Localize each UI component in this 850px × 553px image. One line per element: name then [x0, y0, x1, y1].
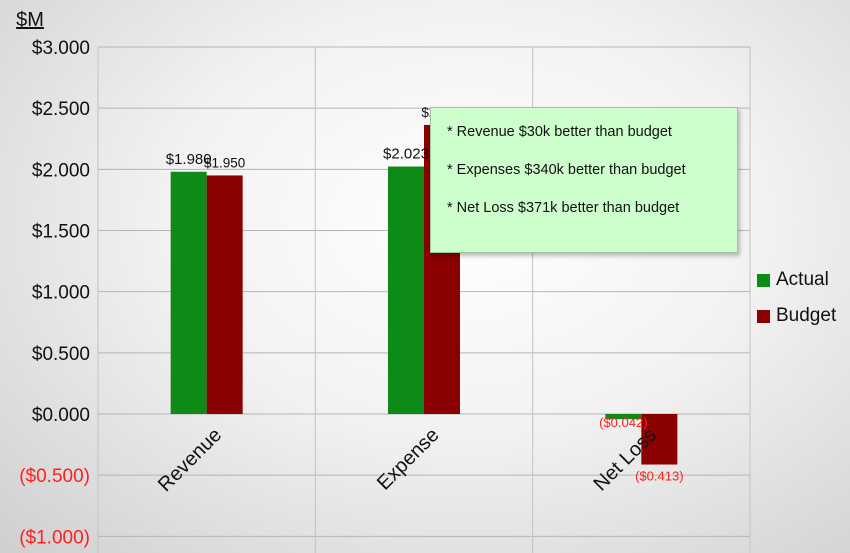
legend-item-budget: Budget: [757, 298, 836, 334]
y-tick-label: ($1.000): [19, 527, 90, 548]
y-tick-label: $1.500: [32, 222, 90, 243]
legend-swatch-actual: [757, 273, 770, 287]
y-axis-ticks: $3.000 $2.500 $2.000 $1.500 $1.000 $0.500 $0.0…: [19, 38, 90, 548]
y-axis-label: $M: [16, 9, 44, 31]
annotation-line: * Revenue $30k better than budget: [447, 124, 672, 140]
legend-item-actual: Actual: [757, 262, 836, 298]
annotation-line: * Expenses $340k better than budget: [447, 162, 686, 178]
y-tick-label: $2.000: [32, 160, 90, 181]
legend-label: Budget: [776, 305, 837, 326]
bar-budget-net-loss: [641, 414, 678, 465]
y-tick-label: $0.000: [32, 405, 90, 426]
legend-swatch-budget: [757, 309, 770, 323]
annotation-box: * Revenue $30k better than budget * Expe…: [430, 107, 738, 253]
data-label: $2.023: [383, 146, 429, 163]
data-label: $1.980: [166, 151, 212, 168]
x-axis-ticks: Revenue Expense Net Loss: [154, 424, 661, 496]
y-tick-label: $3.000: [32, 38, 90, 59]
bar-actual-expense: [388, 166, 424, 414]
y-tick-label: $0.500: [32, 344, 90, 365]
data-label: $1.950: [204, 155, 245, 170]
x-tick-label: Expense: [373, 424, 444, 495]
data-label: ($0.413): [635, 469, 683, 484]
x-tick-label: Revenue: [154, 424, 226, 496]
annotation-line: * Net Loss $371k better than budget: [447, 200, 680, 216]
legend: Actual Budget: [757, 262, 836, 334]
data-label: ($0.042): [599, 415, 647, 430]
bar-actual-revenue: [170, 171, 207, 414]
bar-budget-revenue: [206, 175, 243, 414]
y-tick-label: $1.000: [32, 283, 90, 304]
y-tick-label: $2.500: [32, 99, 90, 120]
bar-actual-net-loss: [605, 414, 642, 420]
y-tick-label: ($0.500): [19, 466, 90, 487]
legend-label: Actual: [776, 269, 829, 290]
